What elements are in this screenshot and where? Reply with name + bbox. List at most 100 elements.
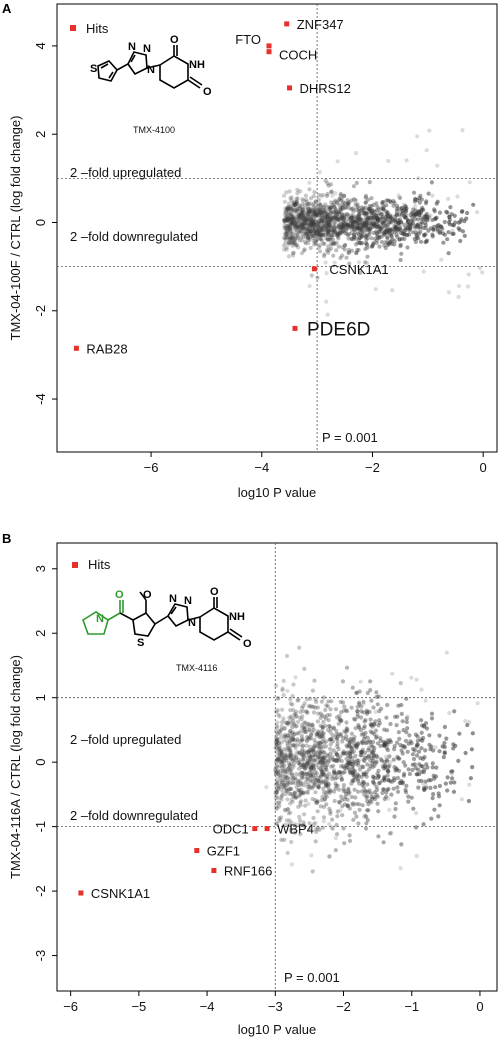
background-point (354, 801, 359, 807)
background-point (316, 765, 321, 770)
background-point (390, 237, 396, 242)
background-point (275, 738, 280, 743)
background-point (290, 737, 295, 742)
chem-atom-o2-a: O (203, 86, 212, 98)
background-point (279, 782, 284, 787)
background-point (313, 225, 318, 230)
background-point (388, 759, 393, 765)
background-point (347, 740, 352, 745)
background-point (315, 744, 320, 749)
background-point (290, 225, 295, 230)
background-point (315, 784, 320, 789)
background-point (344, 708, 349, 713)
background-point (297, 788, 302, 793)
background-point (294, 756, 299, 761)
background-point (283, 228, 288, 233)
background-point (295, 737, 300, 742)
background-point (334, 715, 340, 720)
background-point (329, 737, 334, 742)
background-point (284, 232, 289, 237)
background-point (330, 193, 335, 198)
background-point (294, 196, 299, 201)
background-point (410, 211, 415, 216)
background-point (336, 218, 341, 223)
background-point (312, 223, 317, 228)
background-point (343, 214, 348, 219)
background-point (363, 730, 368, 736)
background-point (356, 221, 361, 226)
background-point (329, 233, 334, 238)
background-point (349, 215, 354, 220)
background-point (394, 203, 400, 208)
background-point (349, 781, 354, 786)
background-point (320, 794, 325, 800)
background-point (274, 723, 279, 729)
background-point (369, 222, 374, 227)
background-point (279, 797, 284, 802)
background-point (299, 781, 304, 787)
background-point (346, 232, 352, 237)
background-point (343, 729, 348, 735)
background-point (341, 783, 346, 788)
background-point (279, 748, 284, 753)
background-point (306, 704, 311, 709)
background-point (368, 722, 373, 727)
background-point (286, 766, 291, 772)
background-point (332, 225, 337, 230)
background-point (367, 788, 372, 793)
background-point (275, 779, 280, 785)
plot-frame-b (56, 542, 498, 992)
background-point (417, 772, 422, 777)
background-point (412, 199, 417, 204)
background-point (299, 787, 304, 792)
background-point (359, 774, 364, 780)
background-point (327, 724, 332, 729)
background-point (339, 225, 344, 230)
background-point (299, 791, 304, 797)
background-point (311, 759, 316, 764)
background-point (283, 206, 288, 211)
background-point (307, 237, 312, 242)
background-point (361, 772, 367, 777)
background-point (286, 207, 291, 212)
background-point (397, 195, 403, 200)
background-point (323, 767, 328, 773)
background-point (363, 205, 368, 210)
background-point (287, 771, 292, 776)
background-point (414, 810, 419, 816)
background-point (377, 218, 382, 223)
background-point (337, 717, 342, 722)
background-point (424, 762, 429, 767)
background-point (284, 769, 289, 774)
background-point (333, 758, 338, 763)
background-point (404, 233, 410, 238)
background-point (321, 719, 326, 725)
background-point (389, 234, 394, 239)
background-point (330, 228, 335, 233)
background-point (346, 766, 351, 771)
background-point (342, 769, 347, 774)
background-point (296, 217, 301, 222)
background-point (344, 763, 349, 768)
background-point (328, 730, 333, 735)
background-point (311, 203, 316, 208)
background-point (355, 202, 360, 207)
background-point (329, 190, 334, 195)
background-point (327, 782, 332, 787)
background-point (321, 786, 326, 791)
background-point (347, 250, 352, 255)
background-point (286, 746, 291, 751)
background-point (363, 235, 368, 240)
background-point (313, 753, 318, 758)
background-point (350, 778, 355, 783)
background-point (365, 226, 370, 231)
background-point (295, 206, 300, 212)
background-point (273, 767, 278, 772)
background-point (329, 824, 334, 830)
background-point (375, 755, 380, 760)
background-point (299, 212, 304, 217)
background-point (334, 728, 339, 733)
background-point (279, 753, 284, 758)
background-point (429, 816, 434, 821)
background-point (416, 223, 421, 228)
